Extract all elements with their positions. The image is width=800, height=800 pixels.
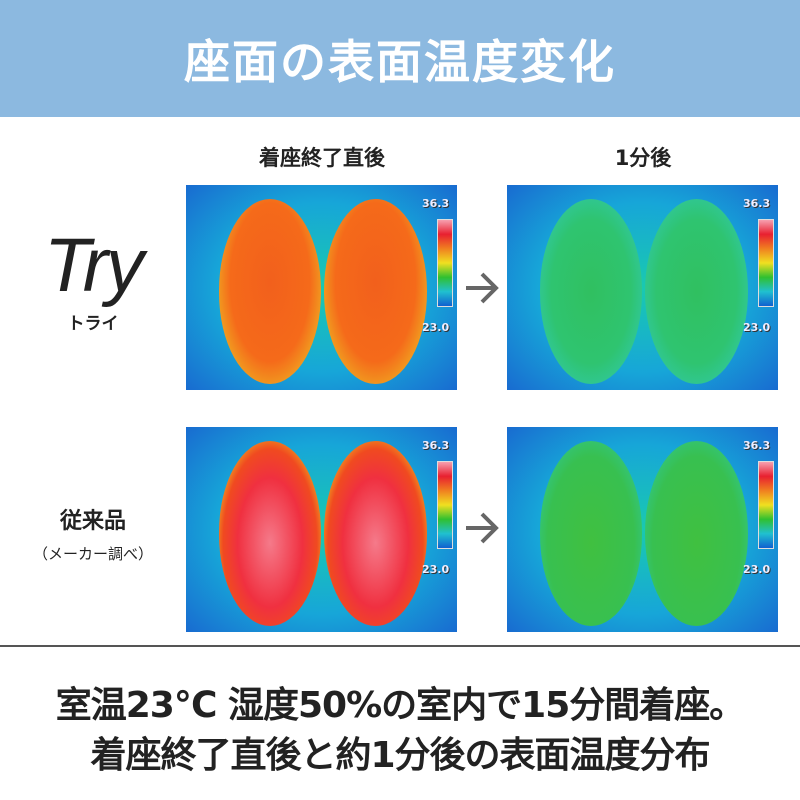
thermal-image-conventional-1min: 36.3 23.0 [507, 427, 778, 632]
row-label-try: Try トライ [0, 222, 186, 334]
thermal-image-conventional-after: 36.3 23.0 [186, 427, 457, 632]
thermal-image-try-after: 36.3 23.0 [186, 185, 457, 390]
column-label-immediately-after: 着座終了直後 [259, 146, 385, 170]
column-label-one-minute-after: 1分後 [614, 146, 672, 170]
scale-max-value: 36.3 [743, 197, 771, 210]
arrow-right-icon [466, 272, 499, 304]
scale-min-value: 23.0 [422, 321, 450, 334]
scale-min-value: 23.0 [743, 321, 771, 334]
arrow-right-icon [466, 512, 499, 544]
scale-min-value: 23.0 [422, 563, 450, 576]
scale-min-value: 23.0 [743, 563, 771, 576]
caption-line-1: 室温23℃ 湿度50%の室内で15分間着座。 [55, 685, 746, 726]
scale-max-value: 36.3 [422, 197, 450, 210]
row-label-conventional: 従来品 （メーカー調べ） [0, 503, 186, 564]
thermal-scale [437, 219, 453, 307]
thermal-scale [758, 461, 774, 549]
conventional-sublabel: （メーカー調べ） [32, 545, 153, 563]
scale-max-value: 36.3 [422, 439, 450, 452]
conventional-label: 従来品 [59, 509, 126, 534]
header-banner: 座面の表面温度変化 [0, 0, 800, 117]
page-title: 座面の表面温度変化 [184, 34, 616, 89]
thermal-image-try-1min: 36.3 23.0 [507, 185, 778, 390]
divider [0, 645, 800, 647]
thermal-scale [437, 461, 453, 549]
thermal-scale [758, 219, 774, 307]
try-sublabel: トライ [67, 314, 119, 334]
scale-max-value: 36.3 [743, 439, 771, 452]
caption-line-2: 着座終了直後と約1分後の表面温度分布 [90, 735, 710, 776]
try-logo-text: Try [43, 223, 144, 308]
